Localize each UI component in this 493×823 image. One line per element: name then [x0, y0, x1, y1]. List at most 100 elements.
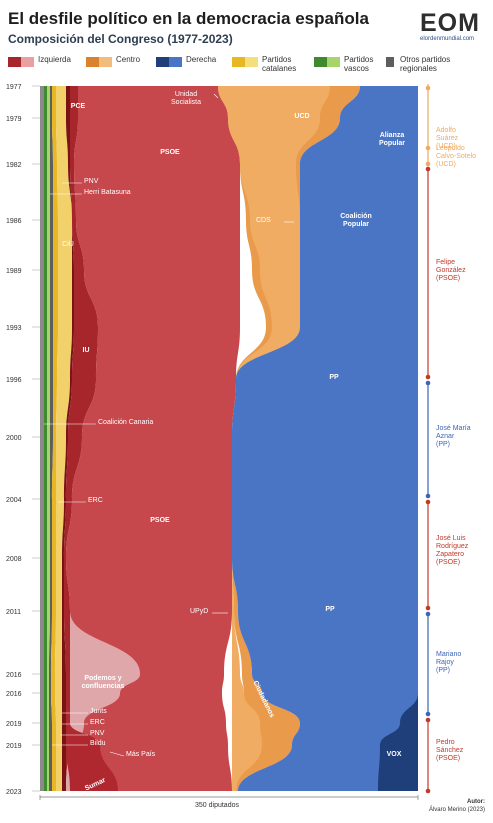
- president-label-line: Adolfo: [436, 127, 456, 134]
- legend: Izquierda Centro Derecha Partidos catala…: [8, 52, 488, 78]
- legend-swatch: [314, 57, 340, 67]
- president-end-dot: [425, 374, 431, 380]
- president-label-line: Suárez: [436, 135, 459, 142]
- legend-label: Partidos catalanes: [262, 55, 297, 73]
- year-label: 1979: [6, 116, 22, 123]
- author-name: Álvaro Merino (2023): [428, 807, 485, 813]
- party-label: Podemos y confluencias: [82, 675, 125, 690]
- president-label-line: (PP): [436, 667, 450, 674]
- band-ucd: [218, 86, 330, 791]
- party-label: PCE: [71, 103, 86, 110]
- legend-swatch: [86, 57, 112, 67]
- president-label-line: González: [436, 267, 466, 274]
- band-coalicion-canaria: [49, 86, 53, 791]
- year-label: 2004: [6, 497, 22, 504]
- legend-item-otros: Otros partidos regionales: [386, 52, 486, 76]
- band-pce: [62, 86, 74, 791]
- president-end-dot: [425, 605, 431, 611]
- band-erc: [51, 86, 58, 791]
- year-label: 1989: [6, 268, 22, 275]
- party-label: VOX: [387, 751, 402, 758]
- party-label: UCD: [294, 113, 309, 120]
- x-axis-label: 350 diputados: [195, 802, 239, 809]
- party-label: PNV: [90, 730, 105, 737]
- year-label: 2019: [6, 721, 22, 728]
- party-label: Coalición Popular: [340, 213, 372, 228]
- year-label: 2023: [6, 789, 22, 796]
- president-label-line: Felipe: [436, 259, 455, 266]
- party-label: CiU: [62, 241, 74, 248]
- president-label-line: Leopoldo: [436, 145, 465, 152]
- president-label-line: Calvo-Sotelo: [436, 153, 476, 160]
- party-label-line: Podemos y: [84, 675, 121, 682]
- president-label-line: Rajoy: [436, 659, 454, 666]
- president-start-dot: [425, 717, 431, 723]
- president-end-dot: [425, 788, 431, 794]
- band-herri-batasuna: [47, 86, 50, 791]
- party-label: CDS: [256, 217, 271, 224]
- president-label-line: Zapatero: [436, 551, 464, 558]
- band-psoe: [66, 86, 240, 791]
- eom-logo[interactable]: EOM elordenmundial.com: [420, 10, 488, 44]
- label-leader: [213, 93, 219, 99]
- legend-label: Partidos vascos: [344, 55, 374, 73]
- president-label: Pedro Sánchez (PSOE): [436, 739, 464, 762]
- year-label: 2016: [6, 691, 22, 698]
- party-label: Alianza Popular: [379, 132, 405, 147]
- legend-label: Derecha: [186, 55, 217, 64]
- president-label-line: (PSOE): [436, 559, 460, 566]
- party-label: Bildu: [90, 740, 106, 747]
- party-label: Junts: [90, 708, 107, 715]
- party-label: Más País: [126, 751, 156, 758]
- legend-item-catalanes: Partidos catalanes: [232, 52, 302, 76]
- band-pnv: [44, 86, 47, 791]
- party-label-line: Popular: [343, 221, 369, 228]
- year-label: 2011: [6, 609, 21, 616]
- legend-item-vascos: Partidos vascos: [314, 52, 374, 76]
- chart-title: El desfile político en la democracia esp…: [8, 9, 369, 28]
- party-label-line: confluencias: [82, 683, 125, 690]
- president-start-dot: [425, 499, 431, 505]
- party-label: ERC: [90, 719, 105, 726]
- party-label: Coalición Canaria: [98, 419, 153, 426]
- party-label: PNV: [84, 178, 99, 185]
- party-label: UPyD: [190, 608, 208, 615]
- president-label-line: Rodríguez: [436, 543, 469, 550]
- president-start-dot: [425, 145, 431, 151]
- president-label: Mariano Rajoy (PP): [436, 651, 461, 674]
- legend-label: Centro: [116, 55, 141, 64]
- author-credit: Autor: Álvaro Merino (2023): [429, 798, 485, 814]
- president-start-dot: [425, 166, 431, 172]
- legend-label: Otros partidos regionales: [400, 55, 451, 73]
- year-label: 1982: [6, 162, 22, 169]
- party-label: PSOE: [150, 517, 170, 524]
- party-label: PSOE: [160, 149, 180, 156]
- legend-swatch: [386, 57, 394, 67]
- label-leader: [109, 751, 125, 757]
- president-start-dot: [425, 380, 431, 386]
- party-label-line: Alianza: [380, 132, 405, 139]
- year-label: 1977: [6, 84, 22, 91]
- legend-label: Izquierda: [38, 55, 71, 64]
- year-label: 1986: [6, 218, 22, 225]
- party-label: IU: [83, 347, 90, 354]
- legend-swatch: [232, 57, 258, 67]
- party-label: Unidad Socialista: [171, 91, 201, 106]
- band-vox: [378, 86, 418, 791]
- president-label-line: José María: [436, 425, 471, 432]
- band-pp: [232, 86, 418, 791]
- president-label-line: Sánchez: [436, 747, 464, 754]
- party-label-line: Socialista: [171, 99, 201, 106]
- president-label: Adolfo Suárez (UCD): [436, 127, 459, 150]
- president-label-line: (UCD): [436, 161, 456, 168]
- president-label-line: Mariano: [436, 651, 461, 658]
- chart-subtitle: Composición del Congreso (1977-2023): [8, 32, 233, 46]
- party-label: Herri Batasuna: [84, 189, 131, 196]
- president-label-line: (PSOE): [436, 755, 460, 762]
- president-end-dot: [425, 161, 431, 167]
- logo-url: elordenmundial.com: [420, 36, 475, 42]
- president-label: José Luis Rodríguez Zapatero (PSOE): [436, 535, 469, 566]
- president-label-line: (UCD): [436, 143, 456, 150]
- year-label: 2019: [6, 743, 22, 750]
